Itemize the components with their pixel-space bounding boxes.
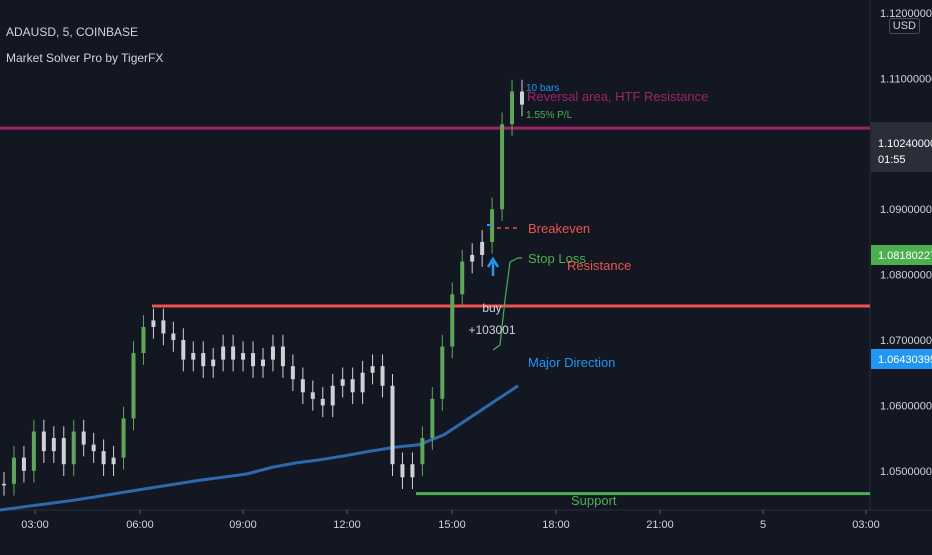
pl-label: 1.55% P/L — [526, 110, 573, 121]
candle-body — [510, 91, 515, 125]
x-tick-label: 03:00 — [852, 519, 880, 531]
candle-body — [2, 483, 6, 486]
bars-label: 10 bars — [526, 83, 559, 94]
major-direction-price-tag[interactable] — [871, 349, 932, 369]
countdown-text: 01:55 — [878, 154, 906, 166]
symbol-title: ADAUSD, 5, COINBASE — [6, 25, 139, 39]
major-direction-line — [0, 384, 519, 512]
stop-loss-price-text: 1.08180227 — [878, 250, 932, 262]
candle-body — [290, 366, 295, 380]
support-label: Support — [571, 493, 617, 508]
candle-body — [251, 353, 256, 367]
x-tick-label: 06:00 — [126, 519, 154, 531]
candle-body — [380, 366, 385, 386]
indicator-title: Market Solver Pro by TigerFX — [6, 51, 164, 65]
candle-body — [211, 359, 216, 367]
candle-body — [400, 464, 405, 478]
x-tick-label: 18:00 — [542, 519, 570, 531]
candle-body — [71, 431, 76, 465]
currency-button[interactable]: USD — [888, 18, 920, 34]
x-tick-label: 15:00 — [438, 519, 466, 531]
candle-body — [191, 353, 196, 360]
y-tick-label: 1.05000000 — [880, 466, 932, 478]
stop-loss-label: Stop Loss — [528, 251, 586, 266]
y-tick-label: 1.07000000 — [880, 335, 932, 347]
candle-body — [300, 379, 305, 393]
x-tick-label: 21:00 — [646, 519, 674, 531]
candle-body — [390, 385, 395, 465]
candle-body — [280, 346, 285, 367]
candle-body — [480, 241, 485, 255]
candle-body — [370, 366, 375, 373]
candle-body — [430, 398, 435, 439]
candle-body — [500, 124, 505, 210]
candle-body — [470, 255, 475, 262]
candle-body — [121, 418, 126, 458]
candle-body — [221, 346, 226, 360]
candle-body — [460, 261, 465, 295]
candle-body — [81, 431, 86, 445]
breakeven-label: Breakeven — [528, 221, 590, 236]
candle-body — [21, 457, 26, 471]
resistance-label: Resistance — [567, 258, 631, 273]
x-tick-label: 12:00 — [333, 519, 361, 531]
candle-body — [91, 444, 96, 452]
candle-body — [320, 398, 325, 406]
x-tick-label: 5 — [760, 519, 766, 531]
stop-loss-price-tag[interactable] — [871, 245, 932, 265]
y-tick-label: 1.06000000 — [880, 400, 932, 412]
candle-body — [450, 294, 455, 347]
candle-body — [340, 379, 345, 386]
candle-body — [51, 438, 56, 452]
candle-body — [440, 346, 445, 399]
candle-body — [241, 353, 246, 360]
candle-body — [11, 457, 16, 484]
candle-body — [330, 385, 335, 406]
candle-body — [261, 359, 265, 367]
candle-body — [161, 320, 166, 334]
candle-body — [181, 340, 186, 360]
last-price-text: 1.10240000 — [878, 138, 932, 150]
x-tick-label: 09:00 — [229, 519, 257, 531]
candle-body — [520, 91, 524, 105]
buy-arrow-icon — [486, 256, 500, 276]
candle-body — [61, 438, 66, 465]
x-tick-label: 03:00 — [21, 519, 49, 531]
major-direction-price-text: 1.06430395 — [878, 354, 932, 366]
candle-body — [31, 431, 36, 471]
candle-body — [410, 464, 415, 478]
candle-body — [350, 379, 355, 393]
stop-loss-line — [492, 257, 522, 351]
reversal-label: Reversal area, HTF Resistance — [527, 89, 708, 104]
candle-body — [201, 353, 206, 367]
candle-body — [360, 372, 365, 393]
buy-label: buy — [482, 301, 501, 315]
candle-body — [131, 353, 136, 419]
candle-body — [151, 320, 156, 327]
last-price-tag[interactable] — [871, 122, 932, 172]
buy-value-label: +103001 — [468, 323, 515, 337]
major-direction-label: Major Direction — [528, 355, 615, 370]
candle-body — [231, 346, 236, 360]
candle-body — [420, 438, 425, 465]
y-tick-label: 1.08000000 — [880, 270, 932, 282]
candle-body — [270, 346, 275, 360]
candle-body — [490, 209, 495, 242]
candle-body — [111, 457, 116, 465]
candle-body — [101, 451, 106, 465]
y-tick-label: 1.11000000 — [880, 73, 932, 85]
candle-body — [141, 326, 146, 354]
candle-body — [41, 431, 46, 452]
candle-body — [171, 333, 176, 340]
candle-body — [310, 392, 315, 399]
y-tick-label: 1.09000000 — [880, 204, 932, 216]
